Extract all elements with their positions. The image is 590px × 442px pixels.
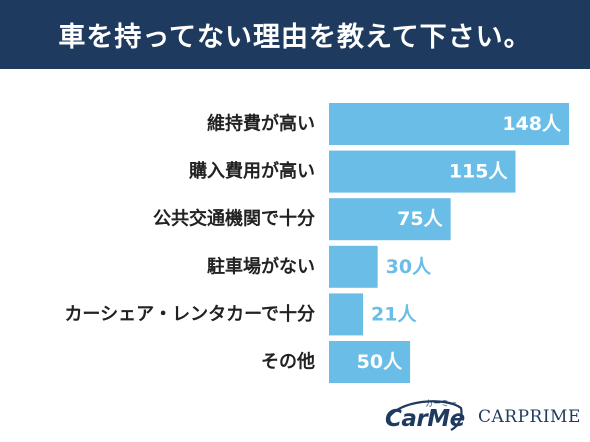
bar xyxy=(329,293,364,336)
carme-logo-kana: カーミー xyxy=(425,399,457,408)
value-label: 21人 xyxy=(371,303,417,325)
value-label: 115人 xyxy=(449,161,509,183)
category-label: その他 xyxy=(261,351,315,373)
bar xyxy=(329,245,378,288)
category-label: 維持費が高い xyxy=(207,113,315,135)
bar xyxy=(329,103,569,145)
carprime-logo: CARPRIME xyxy=(478,407,581,427)
bar xyxy=(329,341,411,383)
value-label: 50人 xyxy=(357,351,403,373)
page-title: 車を持ってない理由を教えて下さい。 xyxy=(58,22,532,53)
carme-logo-text: CarMe xyxy=(385,406,465,432)
footer: カーミー CarMe CARPRIME xyxy=(0,390,590,442)
carme-logo-swoosh-icon xyxy=(386,400,463,431)
header: 車を持ってない理由を教えて下さい。 xyxy=(0,0,590,69)
category-label: 駐車場がない xyxy=(207,255,315,277)
carme-logo: カーミー CarMe xyxy=(383,396,465,436)
value-label: 148人 xyxy=(502,113,562,135)
value-label: 75人 xyxy=(397,208,443,230)
category-label: 購入費用が高い xyxy=(188,160,315,182)
category-label: カーシェア・レンタカーで十分 xyxy=(64,303,315,325)
category-label: 公共交通機関で十分 xyxy=(153,208,315,230)
bar xyxy=(329,150,516,193)
bar xyxy=(329,198,451,241)
value-label: 30人 xyxy=(386,256,432,278)
